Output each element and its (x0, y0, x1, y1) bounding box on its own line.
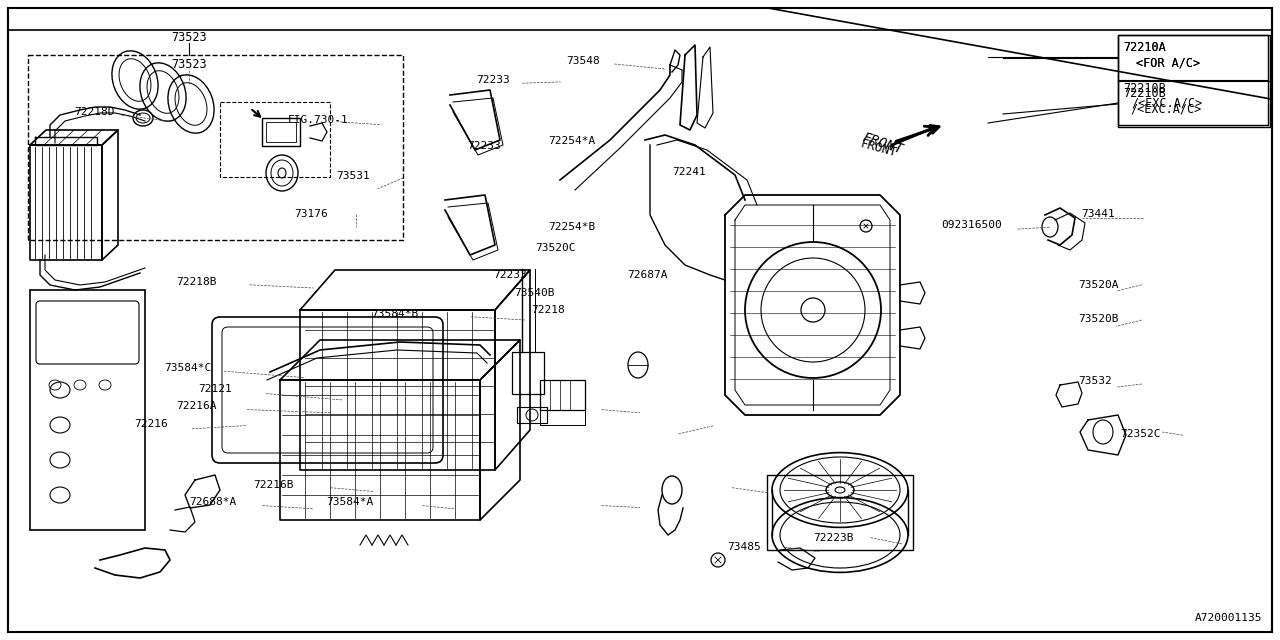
Text: 092316500: 092316500 (941, 220, 1001, 230)
Text: 72210A: 72210A (1123, 40, 1166, 54)
Text: 73520B: 73520B (1078, 314, 1119, 324)
Bar (220, 102, 330, 177)
Text: 73584*B: 73584*B (371, 308, 419, 319)
Text: 73532: 73532 (1078, 376, 1111, 386)
Text: 73540B: 73540B (515, 288, 556, 298)
Text: 72352C: 72352C (1120, 429, 1161, 439)
Text: 72216A: 72216A (177, 401, 218, 412)
Text: 73584*C: 73584*C (164, 363, 211, 373)
Bar (540, 410, 585, 425)
Text: /<EXC.A/C>: /<EXC.A/C> (1132, 97, 1202, 109)
Text: <FOR A/C>: <FOR A/C> (1137, 56, 1201, 70)
Text: 72223B: 72223B (813, 532, 854, 543)
Text: /<EXC.A/C>: /<EXC.A/C> (1130, 102, 1201, 115)
Text: FIG.730-1: FIG.730-1 (288, 115, 348, 125)
Text: A720001135: A720001135 (1194, 613, 1262, 623)
Text: 72254*A: 72254*A (548, 136, 595, 146)
Bar (29, 290, 145, 530)
Text: 72218B: 72218B (177, 276, 218, 287)
Text: 72233: 72233 (467, 141, 500, 151)
Bar (767, 475, 913, 550)
Text: 73523: 73523 (172, 58, 207, 70)
Bar (517, 407, 547, 423)
Text: 72216: 72216 (134, 419, 168, 429)
Text: 72216B: 72216B (253, 480, 294, 490)
Bar (266, 122, 296, 142)
Bar (540, 380, 585, 410)
Text: 72210B: 72210B (1123, 81, 1166, 95)
Text: 72254*B: 72254*B (548, 222, 595, 232)
Text: 73531: 73531 (337, 171, 370, 181)
Text: 73441: 73441 (1082, 209, 1115, 220)
Bar (28, 55, 403, 240)
Text: 72688*A: 72688*A (189, 497, 237, 508)
Text: 72233: 72233 (476, 75, 509, 85)
Text: 72233: 72233 (493, 270, 526, 280)
Text: 73176: 73176 (294, 209, 328, 220)
Text: 72241: 72241 (672, 166, 705, 177)
Bar (262, 118, 300, 146)
Text: 73548: 73548 (566, 56, 599, 66)
Text: FRONT: FRONT (859, 138, 899, 160)
Text: 72687A: 72687A (627, 270, 668, 280)
Bar (1117, 35, 1270, 127)
Text: 73584*A: 73584*A (326, 497, 374, 508)
Bar (1117, 35, 1268, 125)
Text: 72210A: 72210A (1123, 40, 1166, 54)
Text: FRONT: FRONT (860, 131, 904, 157)
Text: <FOR A/C>: <FOR A/C> (1137, 56, 1201, 70)
Text: 73523: 73523 (172, 31, 207, 44)
Text: 73520A: 73520A (1078, 280, 1119, 290)
Bar (512, 352, 544, 394)
Text: 72218: 72218 (531, 305, 564, 316)
Text: 73520C: 73520C (535, 243, 576, 253)
Text: 72210B: 72210B (1123, 86, 1166, 99)
Text: 72121: 72121 (198, 384, 232, 394)
Text: 72218D: 72218D (74, 107, 115, 117)
Text: 73485: 73485 (727, 542, 760, 552)
